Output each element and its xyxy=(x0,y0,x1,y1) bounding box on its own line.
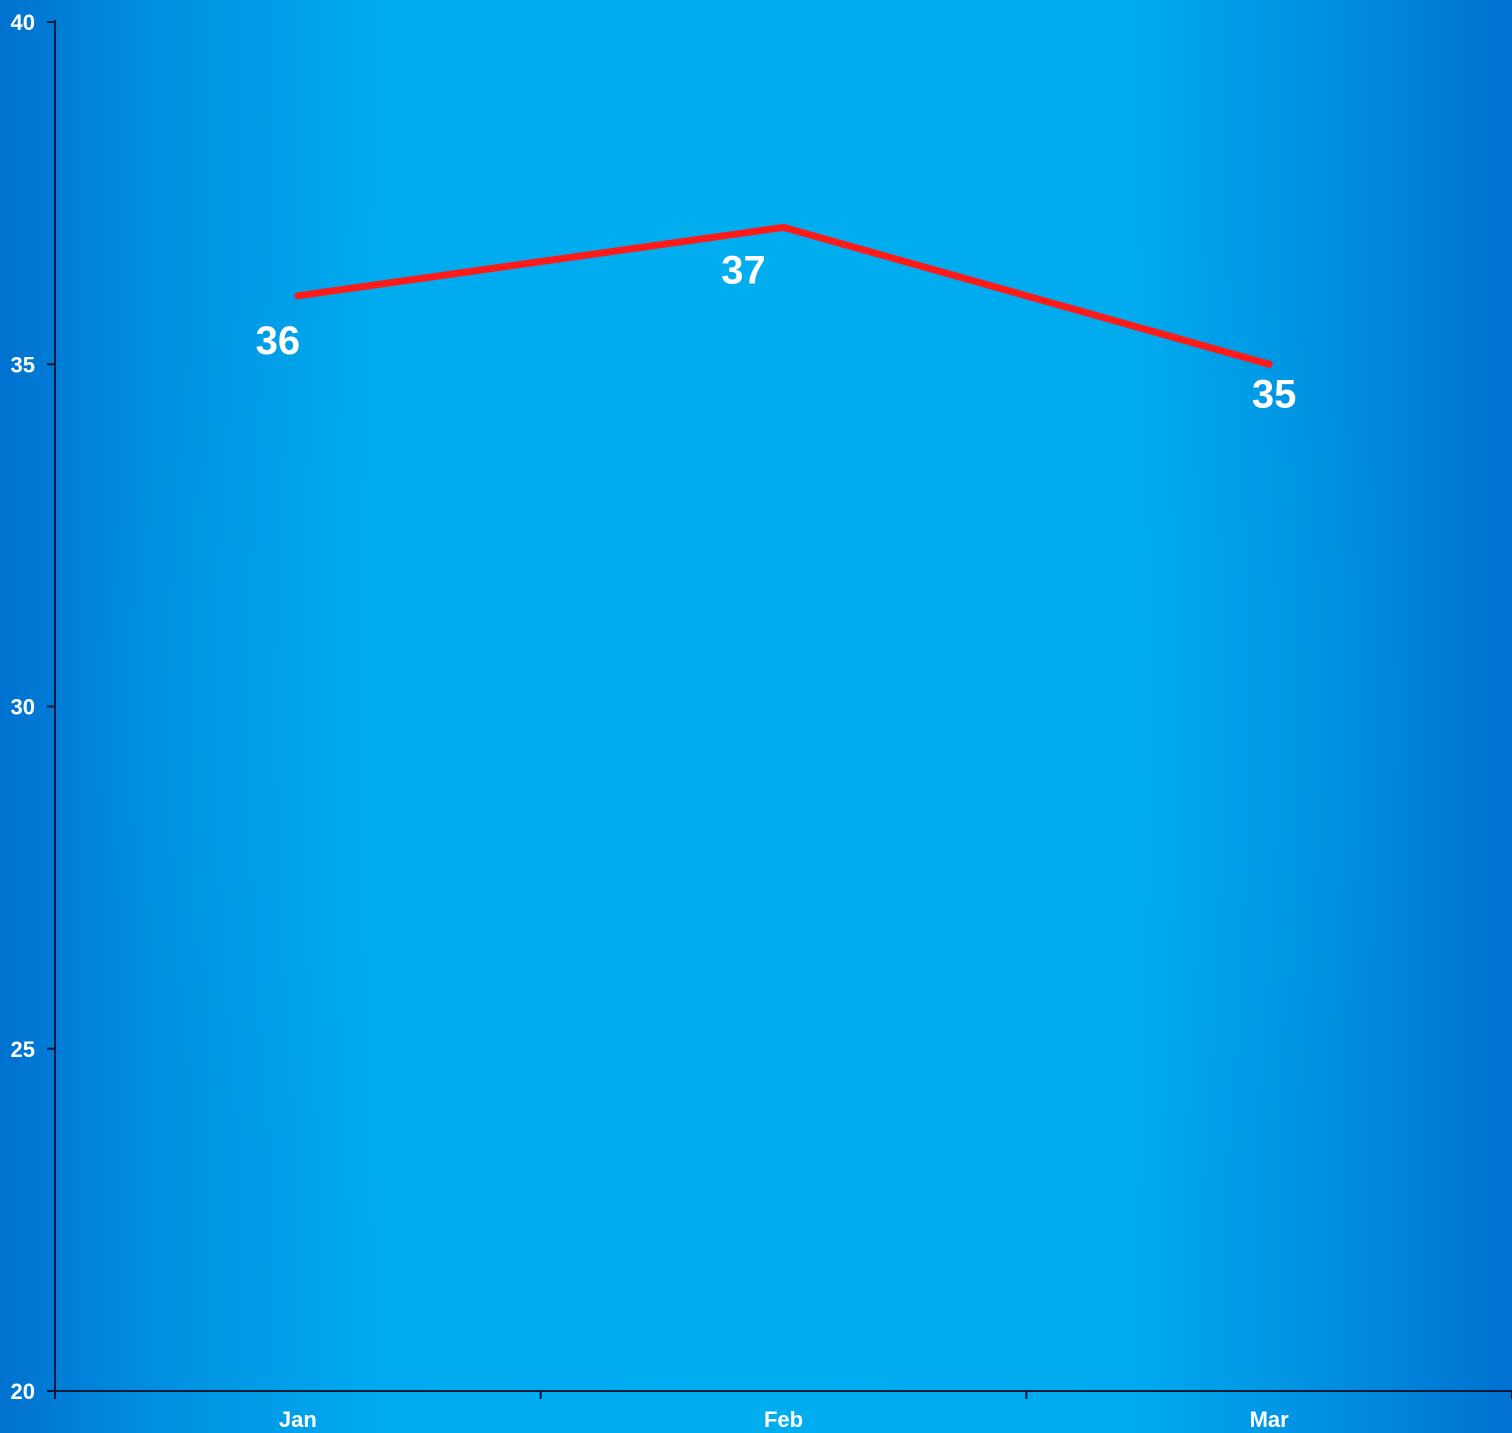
data-label: 37 xyxy=(721,248,766,292)
axes: 20 25 30 35 40 Jan Feb Mar xyxy=(11,10,1512,1432)
data-labels: 36 37 35 xyxy=(256,248,1297,416)
y-tick-label: 20 xyxy=(11,1379,35,1404)
series-line xyxy=(294,223,1273,368)
series-layer xyxy=(294,223,1273,368)
x-tick-label: Mar xyxy=(1250,1407,1290,1432)
y-tick-label: 35 xyxy=(11,352,35,377)
x-tick-label: Jan xyxy=(279,1407,317,1432)
y-tick-label: 40 xyxy=(11,10,35,35)
data-label: 36 xyxy=(256,319,301,363)
data-point xyxy=(294,292,302,300)
data-point xyxy=(1265,360,1273,368)
y-tick-label: 30 xyxy=(11,695,35,720)
y-tick-label: 25 xyxy=(11,1037,35,1062)
data-point xyxy=(780,223,787,231)
x-tick-label: Feb xyxy=(764,1407,803,1432)
data-label: 35 xyxy=(1252,372,1297,416)
